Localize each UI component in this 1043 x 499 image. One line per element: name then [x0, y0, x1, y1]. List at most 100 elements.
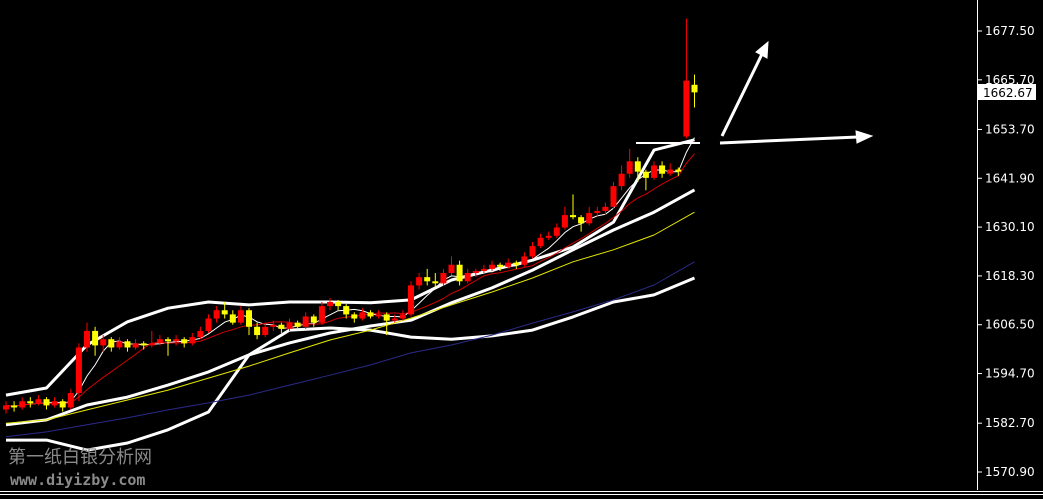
candle — [294, 320, 301, 331]
candle-body — [391, 318, 398, 321]
candle-body — [448, 264, 455, 274]
candle-body — [318, 306, 325, 323]
candle — [602, 202, 609, 216]
candle-body — [367, 312, 374, 317]
y-tick-label: 1570.90 — [985, 465, 1035, 479]
candle — [399, 310, 406, 321]
candle-body — [416, 277, 423, 286]
candle-body — [375, 314, 382, 317]
candle — [359, 308, 366, 321]
candle — [513, 260, 520, 269]
candle-body — [59, 401, 66, 408]
candle-body — [262, 326, 269, 336]
candle-body — [570, 215, 576, 218]
candle-body — [335, 301, 342, 307]
candle-body — [521, 256, 528, 265]
candle — [464, 268, 471, 284]
candle — [156, 335, 163, 346]
candle — [416, 273, 423, 290]
candle — [327, 297, 333, 311]
price-axis: 1677.50 1665.70 1653.70 1641.90 1630.10 1618.… — [977, 24, 1035, 479]
y-tick-label: 1641.90 — [985, 171, 1035, 185]
candle-body — [578, 217, 585, 224]
candle-body — [165, 339, 171, 342]
candle — [432, 273, 439, 288]
bollinger-lower-line — [6, 276, 696, 452]
candle-body — [286, 322, 293, 329]
candle-body — [553, 227, 560, 236]
candle-body — [310, 316, 317, 323]
candle-body — [181, 339, 188, 344]
candle-body — [294, 322, 301, 327]
candle — [529, 241, 536, 259]
candle — [132, 339, 139, 350]
candle-body — [626, 161, 633, 174]
candle-body — [513, 262, 520, 265]
candle — [456, 260, 463, 286]
candle — [537, 233, 544, 249]
candle — [335, 299, 342, 311]
candle-body — [489, 264, 495, 269]
candle-body — [156, 339, 163, 344]
y-tick-label: 1618.30 — [985, 269, 1035, 283]
candle-body — [75, 347, 82, 393]
candle-body — [651, 165, 657, 178]
candle — [634, 157, 641, 183]
candle — [189, 333, 196, 346]
arrowhead-up-icon — [755, 40, 769, 59]
arrowhead-right-icon — [855, 130, 874, 144]
candle-body — [505, 262, 512, 267]
candle — [375, 310, 382, 319]
candle — [570, 194, 576, 220]
candle-body — [205, 318, 212, 331]
candle — [43, 397, 50, 410]
candle — [545, 231, 552, 240]
candle-body — [100, 339, 107, 346]
watermark-url: www.diyizby.com — [10, 471, 145, 489]
candle-body — [343, 306, 350, 315]
candle — [391, 314, 398, 323]
candle — [424, 268, 431, 286]
candle — [351, 312, 358, 323]
candle — [691, 74, 698, 108]
candle-body — [19, 401, 26, 408]
candle-body — [480, 268, 487, 271]
candle-body — [472, 270, 479, 274]
candle — [675, 167, 682, 176]
candle-body — [642, 171, 649, 178]
candle — [100, 335, 107, 352]
candle — [578, 215, 585, 232]
candle-body — [561, 215, 568, 228]
candle-body — [545, 235, 552, 238]
candle-body — [132, 343, 139, 348]
candle — [318, 301, 325, 325]
candle — [229, 310, 236, 325]
candle-body — [618, 173, 625, 187]
candle-body — [51, 401, 58, 406]
y-tick-label: 1653.70 — [985, 122, 1035, 136]
candle-body — [586, 213, 593, 224]
y-tick-label: 1677.50 — [985, 24, 1035, 38]
current-price-text: 1662.67 — [983, 86, 1033, 100]
candle-body — [634, 161, 641, 172]
candle — [561, 206, 568, 230]
candle-body — [213, 310, 220, 319]
candle-body — [43, 399, 50, 406]
candle — [383, 312, 390, 336]
candle — [246, 308, 252, 336]
candle — [108, 337, 115, 352]
candle-body — [359, 312, 366, 319]
candle — [642, 169, 649, 191]
candle — [472, 268, 479, 278]
candle-body — [92, 330, 99, 346]
y-tick-label: 1630.10 — [985, 220, 1035, 234]
horizontal-arrow — [719, 135, 859, 145]
candle — [140, 341, 147, 350]
candle-body — [173, 339, 180, 342]
candle-body — [683, 80, 690, 137]
candle-body — [229, 314, 236, 323]
bollinger-upper-line — [5, 138, 695, 397]
candle — [59, 399, 66, 412]
candle — [310, 314, 317, 327]
candle — [181, 337, 188, 348]
